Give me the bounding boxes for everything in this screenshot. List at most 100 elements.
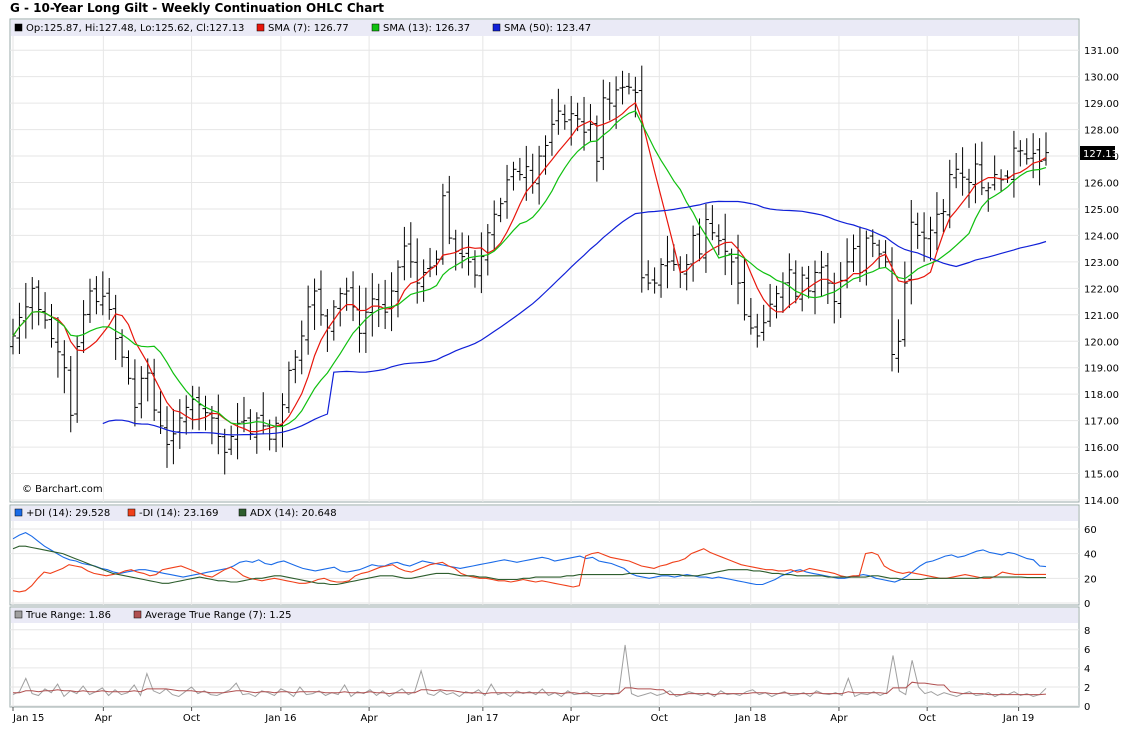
- ohlc-bar: [317, 270, 324, 326]
- ohlc-bar: [420, 259, 427, 302]
- adx-swatch: [238, 508, 247, 517]
- ohlc-bar: [279, 393, 286, 448]
- adx-line: [12, 545, 1046, 586]
- ohlc-bar: [260, 392, 267, 435]
- ohlc-bar: [824, 252, 831, 305]
- ohlc-bar: [606, 82, 613, 121]
- ohlc-bar: [625, 72, 632, 95]
- ohlc-bar: [786, 253, 793, 309]
- ohlc-bar: [683, 254, 690, 291]
- ohlc-bar: [1043, 132, 1049, 166]
- price-legend: Op:125.87, Hi:127.48, Lo:125.62, Cl:127.…: [14, 23, 591, 34]
- ohlc-bar: [170, 408, 177, 465]
- y-tick-label: 0: [1084, 599, 1090, 610]
- ohlc-bar: [747, 297, 754, 335]
- ohlc-bar: [202, 395, 209, 431]
- sma7-swatch: [256, 23, 265, 32]
- ohlc-bar: [93, 276, 100, 315]
- ohlc-bar: [504, 164, 511, 219]
- ohlc-bar: [869, 229, 876, 258]
- sma50-line: [102, 200, 1047, 436]
- minus-di-line: [12, 548, 1046, 593]
- dmi-y-axis: 60 40 20 0: [1084, 525, 1097, 610]
- ohlc-bar: [946, 159, 953, 229]
- ohlc-bar: [292, 350, 299, 384]
- ohlc-bar: [940, 199, 947, 233]
- ohlc-bar: [234, 403, 241, 460]
- ohlc-bar: [619, 70, 626, 105]
- y-tick-label: 125.00: [1084, 205, 1119, 216]
- minus_di-legend-label: -DI (14): 23.169: [139, 508, 219, 519]
- ohlc-bar: [497, 197, 504, 223]
- ohlc-bar: [850, 234, 857, 272]
- ohlc-bar: [401, 226, 408, 281]
- ohlc-bar: [29, 277, 36, 330]
- tr-legend: True Range: 1.86 Average True Range (7): …: [14, 610, 292, 621]
- last-price-tag: 127.13: [1080, 146, 1118, 160]
- ohlc-bar: [754, 313, 761, 348]
- ohlc-bar: [741, 257, 748, 321]
- last-price-label: 127.13: [1083, 149, 1118, 160]
- x-tick-label: Jan 16: [264, 713, 296, 724]
- ohlc-bar: [613, 76, 620, 129]
- avg_true_range-legend-label: Average True Range (7): 1.25: [145, 610, 292, 621]
- ohlc-bar: [921, 212, 928, 262]
- ohlc-bar: [805, 265, 812, 299]
- ohlc-bar: [645, 260, 652, 291]
- ohlc-bar: [933, 192, 940, 251]
- ohlc-bar: [106, 277, 113, 320]
- ohlc-swatch: [14, 23, 23, 32]
- ohlc-bar: [394, 260, 401, 318]
- y-tick-label: 117.00: [1084, 417, 1119, 428]
- ohlc-bar: [446, 175, 453, 245]
- x-tick-label: Apr: [830, 713, 848, 724]
- y-tick-label: 2: [1084, 683, 1090, 694]
- adx-legend-label: ADX (14): 20.648: [250, 508, 337, 519]
- ohlc-bar: [812, 260, 819, 315]
- y-tick-label: 6: [1084, 645, 1090, 656]
- ohlc-bar: [273, 416, 280, 453]
- y-tick-label: 126.00: [1084, 179, 1119, 190]
- ohlc-bar: [16, 302, 23, 355]
- ohlc-bar: [901, 261, 908, 347]
- y-tick-label: 124.00: [1084, 231, 1119, 242]
- ohlc-bar: [228, 425, 235, 456]
- ohlc-bar: [285, 361, 292, 413]
- x-axis: Jan 15 Apr Oct Jan 16 Apr Jan 17 Apr Oct Jan 18 A…: [12, 707, 1034, 724]
- ohlc-bar: [510, 161, 517, 191]
- true_range-legend-label: True Range: 1.86: [25, 610, 111, 621]
- ohlc-bar: [215, 394, 222, 455]
- ohlc-bars: [10, 65, 1049, 475]
- ohlc-bar: [119, 329, 126, 368]
- ohlc-bar: [715, 224, 722, 256]
- price-y-axis: 131.00130.00129.00128.00127.00126.00125.…: [1084, 46, 1119, 507]
- ohlc-bar: [35, 280, 42, 326]
- ohlc-bar: [587, 104, 594, 142]
- ohlc-bar: [908, 200, 915, 305]
- y-tick-label: 119.00: [1084, 364, 1119, 375]
- ohlc-bar: [157, 391, 164, 435]
- ohlc-bar: [799, 266, 806, 312]
- y-tick-label: 118.00: [1084, 390, 1119, 401]
- ohlc-legend-label: Op:125.87, Hi:127.48, Lo:125.62, Cl:127.…: [26, 23, 244, 34]
- ohlc-bar: [112, 294, 119, 360]
- panel-legend-bar: [11, 608, 1078, 623]
- ohlc-bar: [86, 278, 93, 323]
- ohlc-bar: [895, 319, 902, 373]
- ohlc-bar: [658, 258, 665, 298]
- atr-line: [13, 681, 1047, 696]
- y-tick-label: 122.00: [1084, 284, 1119, 295]
- ohlc-bar: [914, 212, 921, 249]
- ohlc-bar: [574, 102, 581, 132]
- y-tick-label: 60: [1084, 525, 1097, 536]
- ohlc-bar: [966, 168, 973, 208]
- ohlc-bar: [305, 285, 312, 355]
- ohlc-bar: [138, 366, 145, 419]
- panel-frame: [9, 18, 1080, 503]
- x-tick-label: Jan 17: [466, 713, 498, 724]
- sma7-line: [12, 101, 1047, 433]
- x-tick-label: Jan 18: [734, 713, 766, 724]
- ohlc-bar: [876, 239, 883, 269]
- sma50-swatch: [492, 23, 501, 32]
- dmi-grid: [10, 521, 1079, 605]
